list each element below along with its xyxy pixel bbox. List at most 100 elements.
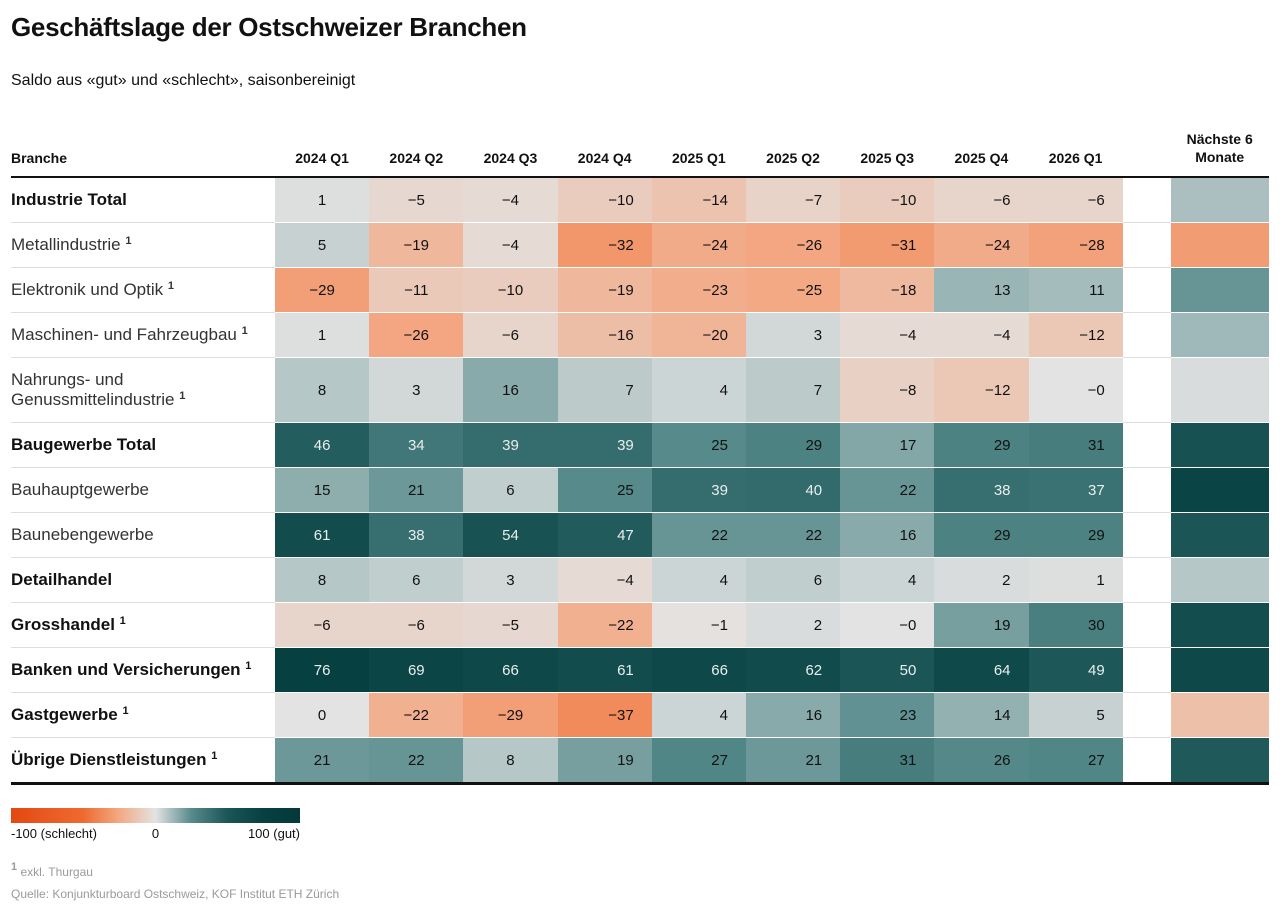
row-name: Bauhauptgewerbe [11,480,150,499]
row-name: Baunebengewerbe [11,525,154,544]
table-row: Baugewerbe Total 46 34 39 39 25 29 17 29 31 [11,422,1269,468]
heat-cell: −6 [1028,177,1123,223]
cell-label: 17 [899,436,917,454]
heat-cell: −14 [651,177,746,223]
column-header: 2024 Q2 [369,130,464,178]
cell-label: 27 [1088,751,1105,769]
heat-cell: 22 [840,467,935,513]
cell-label: 39 [617,436,634,454]
cell-label: −29 [309,281,335,299]
column-header: 2024 Q3 [463,130,558,178]
heat-cell: 62 [745,647,841,693]
cell-label: 1 [317,326,327,344]
cell-label: −10 [608,191,634,209]
cell-label: −22 [403,706,429,724]
cell-label: 21 [805,751,823,769]
row-name: Banken und Versicherungen [11,660,241,679]
heat-cell: −0 [1028,357,1123,423]
cell-label: 22 [711,526,728,544]
cell-label: 29 [1088,526,1105,544]
table-row: Detailhandel 8 6 3 −4 4 6 4 2 1 [11,557,1269,603]
cell-label: −24 [985,236,1011,254]
cell-label: 16 [805,706,823,724]
column-header: 2025 Q3 [840,130,935,178]
row-label: Banken und Versicherungen 1 [11,647,275,693]
cell-label: 31 [899,751,917,769]
cell-label: −7 [805,191,823,209]
cell-label: −25 [796,281,823,299]
cell-label: −18 [890,281,917,299]
outlook-header: Nächste 6 Monate [1170,130,1269,178]
cell-label: −0 [1087,381,1105,399]
column-header: 2025 Q2 [745,130,841,178]
outlook-cell [1170,357,1269,423]
cell-label: −29 [497,706,524,724]
cell-label: 31 [1088,436,1105,454]
row-label: Baunebengewerbe [11,512,275,558]
heat-cell: 19 [557,737,652,784]
cell-label: −23 [702,281,728,299]
cell-label: 25 [711,436,728,454]
heat-cell: −7 [745,177,841,223]
cell-label: 4 [719,381,728,399]
cell-label: 16 [502,381,519,399]
heat-cell: −10 [557,177,652,223]
heat-cell: 29 [934,422,1029,468]
cell-label: 16 [899,526,917,544]
row-name: Baugewerbe Total [11,435,157,454]
row-note: 1 [125,235,132,247]
table-row: Maschinen- und Fahrzeugbau 1 1 −26 −6 −16 −20… [11,312,1269,358]
spacer [1122,647,1171,693]
footnote-text: exkl. Thurgau [20,865,93,879]
heat-cell: 38 [934,467,1029,513]
cell-label: 29 [993,436,1011,454]
row-note: 1 [241,325,248,337]
spacer [1122,130,1171,178]
cell-label: 37 [1088,481,1105,499]
cell-label: 23 [899,706,917,724]
table-row: Nahrungs- und Genussmittelindustrie 1 8 3 1… [11,357,1269,423]
row-name: Elektronik und Optik [11,280,164,299]
heat-cell: −19 [369,222,464,268]
cell-label: −6 [407,616,425,634]
cell-label: −16 [608,326,634,344]
heat-cell: 21 [745,737,841,784]
cell-label: −26 [403,326,429,344]
cell-label: −5 [501,616,520,634]
heat-cell: −24 [651,222,746,268]
row-name: Nahrungs- und Genussmittelindustrie [11,370,175,409]
cell-label: 4 [719,571,728,589]
heat-cell: −24 [934,222,1029,268]
heat-cell: −4 [463,177,558,223]
outlook-cell [1170,512,1269,558]
cell-label: 5 [1096,706,1105,724]
heatmap-table: Branche 2024 Q1 2024 Q2 2024 Q3 2024 Q4 2025 … [11,130,1269,785]
heat-cell: −16 [557,312,652,358]
cell-label: 30 [1088,616,1105,634]
cell-label: 61 [313,526,331,544]
outlook-cell [1170,222,1269,268]
row-label: Elektronik und Optik 1 [11,267,275,313]
color-legend: -100 (schlecht) 0 100 (gut) [11,808,300,841]
cell-label: −4 [501,236,520,254]
heat-cell: 6 [463,467,558,513]
cell-label: 7 [813,381,823,399]
heat-cell: 49 [1028,647,1123,693]
spacer [1122,222,1171,268]
heat-cell: 29 [1028,512,1123,558]
heat-cell: 5 [1028,692,1123,738]
heat-cell: −6 [934,177,1029,223]
heat-cell: 4 [651,557,746,603]
spacer [1122,557,1171,603]
heat-cell: 13 [934,267,1029,313]
heat-cell: 38 [369,512,464,558]
heat-cell: −29 [275,267,370,313]
heat-cell: 29 [934,512,1029,558]
heat-cell: −29 [463,692,558,738]
cell-label: 6 [412,571,421,589]
row-name: Grosshandel [11,615,115,634]
heat-cell: 4 [840,557,935,603]
heat-cell: −6 [369,602,464,648]
row-label: Übrige Dienstleistungen 1 [11,737,275,784]
